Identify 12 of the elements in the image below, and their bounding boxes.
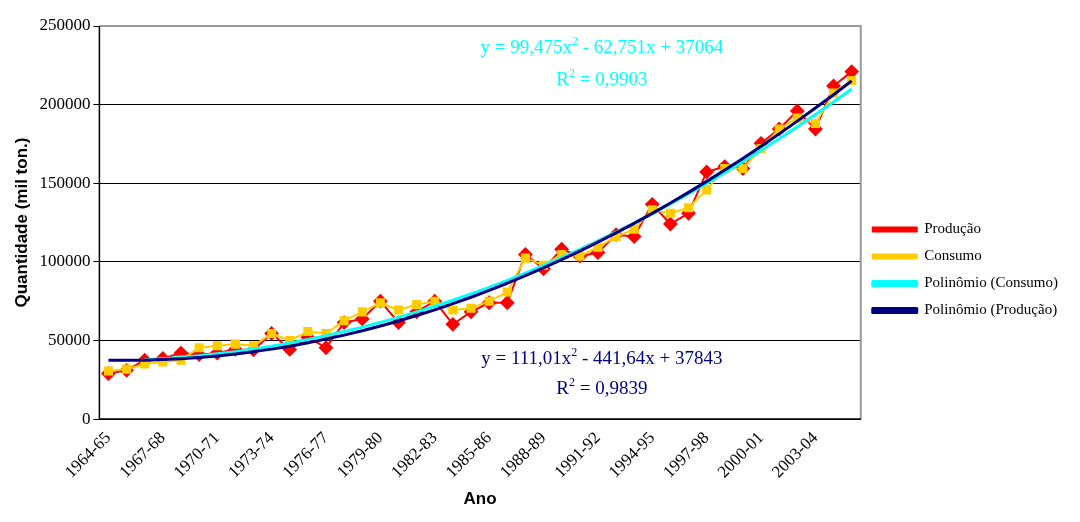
y-tick-label: 0	[81, 408, 91, 428]
y-tick-label: 50000	[47, 329, 91, 349]
y-tick-label: 250000	[39, 15, 91, 35]
y-tick-label: 100000	[39, 251, 91, 271]
y-axis-title: Quantidade (mil ton.)	[11, 137, 31, 308]
legend-label: Polinômio (Consumo)	[924, 274, 1058, 292]
legend-label: Produção	[924, 220, 981, 237]
y-tick-label: 150000	[39, 172, 91, 192]
y-tick-label: 200000	[39, 94, 91, 114]
legend-label: Polinômio (Produção)	[924, 301, 1058, 319]
x-axis-title: Ano	[463, 489, 497, 509]
legend-label: Consumo	[924, 247, 982, 264]
